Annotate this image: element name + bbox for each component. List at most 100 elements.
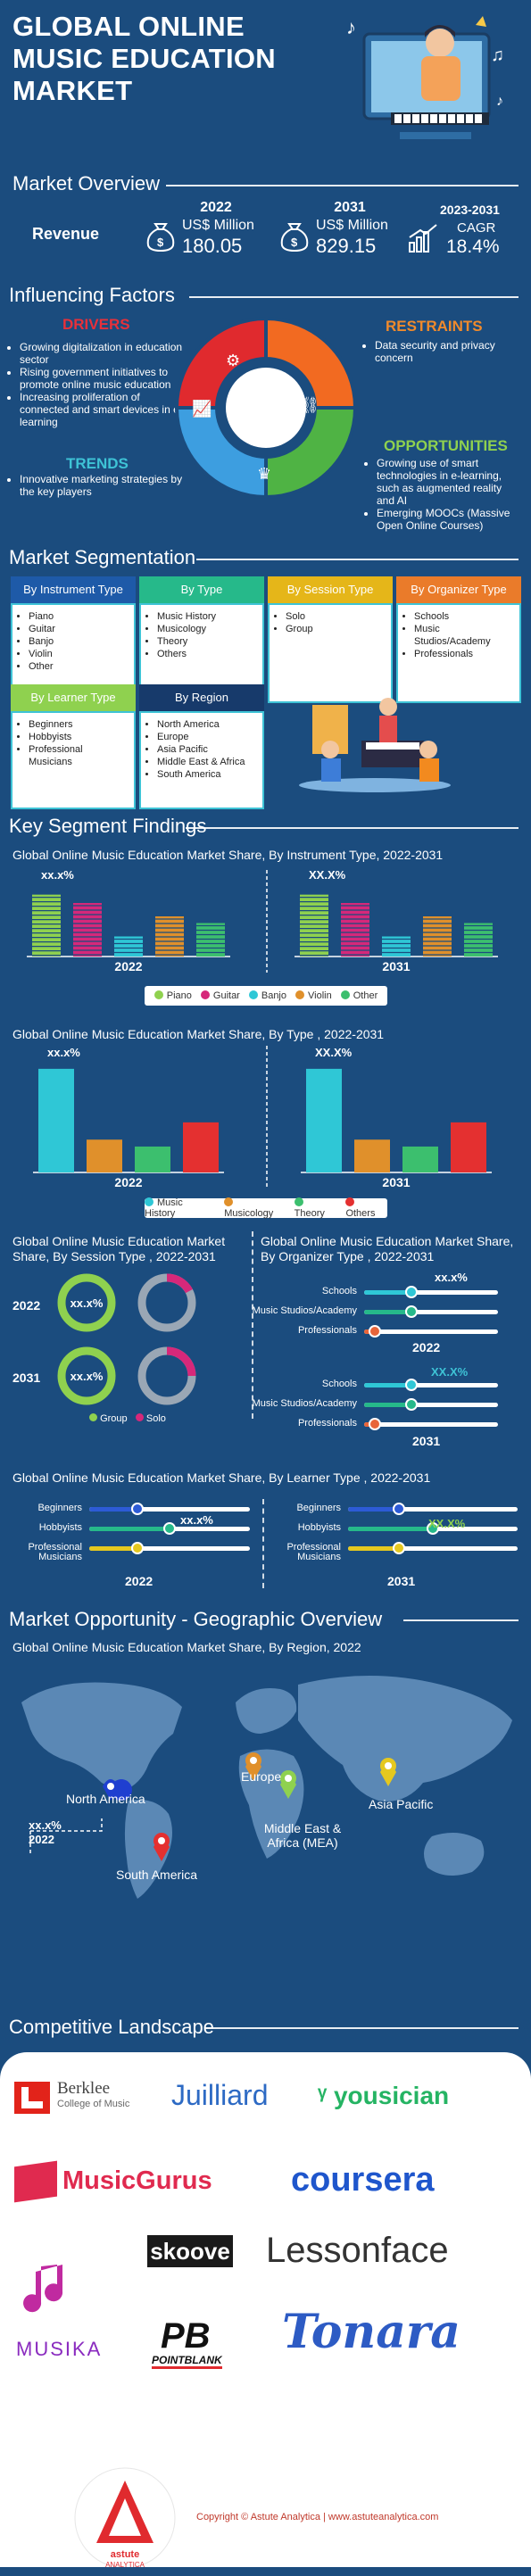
logo-lessonface: Lessonface <box>266 2231 449 2270</box>
slider-fill <box>348 1546 399 1551</box>
legend-dot <box>295 990 304 999</box>
segment-heading: By Instrument Type <box>11 576 136 603</box>
vertical-divider <box>252 1231 253 1419</box>
slider-label: Professional Musicians <box>28 1542 82 1562</box>
session-donuts-2031: xx.x% <box>57 1346 196 1405</box>
slider-row: Music Studios/Academy <box>241 1305 509 1321</box>
overview-year-2022: 2022 <box>200 200 232 215</box>
overview-value-2022: 180.05 <box>182 235 243 257</box>
link-icon: ⛓ <box>299 396 319 414</box>
svg-text:♪: ♪ <box>346 16 356 38</box>
slider-track <box>348 1542 518 1554</box>
map-pin-icon <box>153 1833 170 1861</box>
restraints-heading: RESTRAINTS <box>386 318 483 335</box>
map-pin-icon <box>280 1770 296 1799</box>
x-axis-year-label: 2031 <box>382 1175 410 1189</box>
region-callout-year: 2022 <box>29 1833 54 1846</box>
legend-dot <box>145 1197 153 1206</box>
slider-fill <box>89 1507 137 1512</box>
slider-label: Professional Musicians <box>286 1542 341 1562</box>
section-divider <box>166 185 519 186</box>
slider-row: Music Studios/Academy <box>241 1397 509 1413</box>
learner-sliders-2022: Beginners Hobbyists Professional Musicians <box>12 1502 253 1562</box>
region-label-north-america: North America <box>66 1792 145 1806</box>
list-item: Guitar <box>29 623 129 635</box>
list-item: Asia Pacific <box>157 743 257 756</box>
list-item: Others <box>157 648 257 660</box>
logo-berklee-sub: College of Music <box>57 2099 130 2109</box>
slider-label: Hobbyists <box>297 1522 341 1533</box>
bar-guitar <box>341 903 369 957</box>
list-item: Growing digitalization in education sect… <box>20 341 187 366</box>
legend-label: Other <box>353 990 378 1001</box>
type-bar-chart: 2022 xx.x% 2031 XX.X% <box>33 1046 492 1189</box>
legend-label: Violin <box>308 990 332 1001</box>
legend-dot <box>345 1197 355 1206</box>
bar-piano <box>32 894 61 957</box>
slider-track <box>348 1503 518 1515</box>
bar-other <box>464 923 493 957</box>
trends-list: Innovative marketing strategies by the k… <box>9 473 187 498</box>
slider-fill <box>364 1383 411 1387</box>
drivers-heading: DRIVERS <box>62 316 130 333</box>
learner-year-2031: 2031 <box>387 1574 416 1588</box>
legend-dot <box>224 1197 234 1206</box>
bar-guitar <box>73 903 102 957</box>
slider-row: Professionals <box>241 1417 509 1433</box>
bar-music-history <box>38 1068 74 1172</box>
organizer-sliders-2031: Schools Music Studios/Academy Professional… <box>241 1378 509 1433</box>
world-map <box>21 1676 512 1899</box>
learner-value-2031: XX.X% <box>428 1517 466 1530</box>
hero-title: GLOBAL ONLINE MUSIC EDUCATION MARKET <box>12 11 316 107</box>
segment-list: North America Europe Asia Pacific Middle… <box>139 711 264 809</box>
musika-logo-icon <box>23 2265 63 2313</box>
trophy-icon: ♛ <box>257 465 271 483</box>
svg-text:♫: ♫ <box>491 46 504 65</box>
slider-fill <box>364 1310 411 1314</box>
instrument-legend: Piano Guitar Banjo Violin Other <box>145 986 387 1006</box>
legend-item: Piano <box>153 990 192 1001</box>
session-year-2031: 2031 <box>12 1371 41 1385</box>
list-item: Music Studios/Academy <box>414 623 514 648</box>
learner-sliders-2031: Beginners Hobbyists Professional Musicians <box>271 1502 521 1562</box>
list-item: Innovative marketing strategies by the k… <box>20 473 187 498</box>
organizer-sliders-2022: Schools Music Studios/Academy Professional… <box>241 1285 509 1340</box>
list-item: Middle East & Africa <box>157 756 257 768</box>
slider-knob <box>131 1503 144 1515</box>
legend-dot <box>294 1197 303 1206</box>
legend-dot <box>340 990 350 999</box>
bar-others <box>183 1122 219 1172</box>
legend-label: Guitar <box>212 990 240 1001</box>
hero-title-line: MUSIC EDUCATION <box>12 43 276 74</box>
section-divider <box>205 2027 519 2029</box>
slider-fill <box>364 1403 411 1407</box>
learner-year-2022: 2022 <box>125 1574 153 1588</box>
list-item: Growing use of smart technologies in e-l… <box>377 457 522 507</box>
slider-label: Music Studios/Academy <box>252 1305 357 1316</box>
slider-row: Hobbyists <box>271 1521 521 1537</box>
chart-title-organizer: Global Online Music Education Market Sha… <box>261 1234 514 1263</box>
list-item: Group <box>286 623 386 635</box>
session-legend: Group Solo <box>89 1413 166 1424</box>
legend-label: Music History <box>145 1197 183 1219</box>
logo-juilliard: Juilliard <box>171 2079 269 2111</box>
bar-value-label: xx.x% <box>47 1046 80 1059</box>
legend-item: Other <box>340 990 378 1001</box>
map-pin-icon <box>245 1752 261 1781</box>
slider-fill <box>89 1546 137 1551</box>
slider-knob <box>369 1418 381 1430</box>
legend-item: Others <box>345 1197 387 1219</box>
legend-label: Others <box>345 1208 376 1219</box>
slider-fill <box>348 1527 433 1531</box>
legend-label: Solo <box>145 1413 166 1424</box>
slider-row: Professional Musicians <box>12 1541 253 1562</box>
slider-label: Professionals <box>297 1418 357 1429</box>
bar-musicology <box>87 1139 122 1172</box>
list-item: Hobbyists <box>29 731 129 743</box>
logo-skoove: skoove <box>147 2235 233 2267</box>
list-item: Increasing proliferation of connected an… <box>20 391 187 428</box>
segment-list: Schools Music Studios/Academy Profession… <box>396 603 521 703</box>
slider-label: Beginners <box>37 1503 82 1513</box>
slider-track <box>364 1305 498 1318</box>
slider-knob <box>131 1542 144 1554</box>
